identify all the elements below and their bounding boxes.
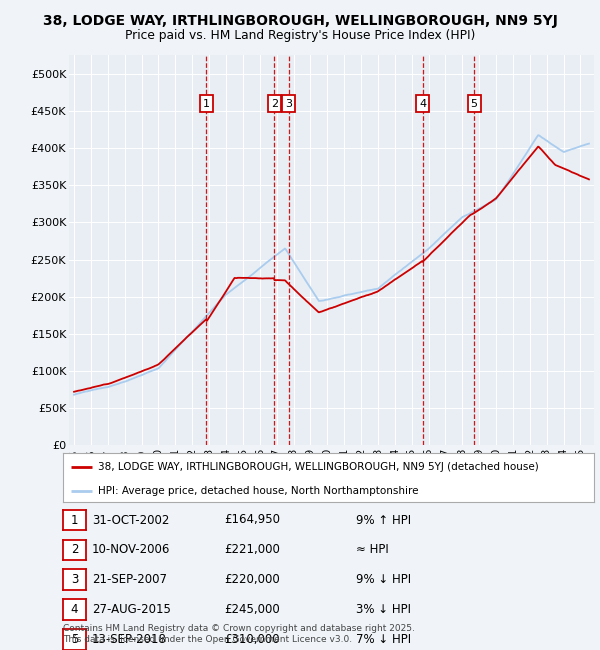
Text: 38, LODGE WAY, IRTHLINGBOROUGH, WELLINGBOROUGH, NN9 5YJ: 38, LODGE WAY, IRTHLINGBOROUGH, WELLINGB… xyxy=(43,14,557,29)
Text: 4: 4 xyxy=(71,603,78,616)
Text: 3% ↓ HPI: 3% ↓ HPI xyxy=(356,603,411,616)
Text: £310,000: £310,000 xyxy=(224,633,280,646)
Text: Contains HM Land Registry data © Crown copyright and database right 2025.
This d: Contains HM Land Registry data © Crown c… xyxy=(63,624,415,644)
Text: 21-SEP-2007: 21-SEP-2007 xyxy=(92,573,167,586)
Text: 5: 5 xyxy=(71,633,78,646)
Text: 4: 4 xyxy=(419,99,426,109)
Text: ≈ HPI: ≈ HPI xyxy=(356,543,389,556)
Text: 1: 1 xyxy=(203,99,210,109)
Text: £220,000: £220,000 xyxy=(224,573,280,586)
Text: HPI: Average price, detached house, North Northamptonshire: HPI: Average price, detached house, Nort… xyxy=(98,486,418,496)
Text: 5: 5 xyxy=(470,99,478,109)
Text: 1: 1 xyxy=(71,514,78,526)
Text: £245,000: £245,000 xyxy=(224,603,280,616)
Text: Price paid vs. HM Land Registry's House Price Index (HPI): Price paid vs. HM Land Registry's House … xyxy=(125,29,475,42)
Text: 2: 2 xyxy=(71,543,78,556)
Text: 3: 3 xyxy=(285,99,292,109)
Text: 2: 2 xyxy=(271,99,278,109)
Text: 10-NOV-2006: 10-NOV-2006 xyxy=(92,543,170,556)
Text: 27-AUG-2015: 27-AUG-2015 xyxy=(92,603,170,616)
Text: £164,950: £164,950 xyxy=(224,514,280,526)
Text: 7% ↓ HPI: 7% ↓ HPI xyxy=(356,633,411,646)
Text: 9% ↑ HPI: 9% ↑ HPI xyxy=(356,514,411,526)
Text: 38, LODGE WAY, IRTHLINGBOROUGH, WELLINGBOROUGH, NN9 5YJ (detached house): 38, LODGE WAY, IRTHLINGBOROUGH, WELLINGB… xyxy=(98,462,538,472)
Text: 13-SEP-2018: 13-SEP-2018 xyxy=(92,633,167,646)
Text: 9% ↓ HPI: 9% ↓ HPI xyxy=(356,573,411,586)
Text: 31-OCT-2002: 31-OCT-2002 xyxy=(92,514,169,526)
Text: 3: 3 xyxy=(71,573,78,586)
Text: £221,000: £221,000 xyxy=(224,543,280,556)
